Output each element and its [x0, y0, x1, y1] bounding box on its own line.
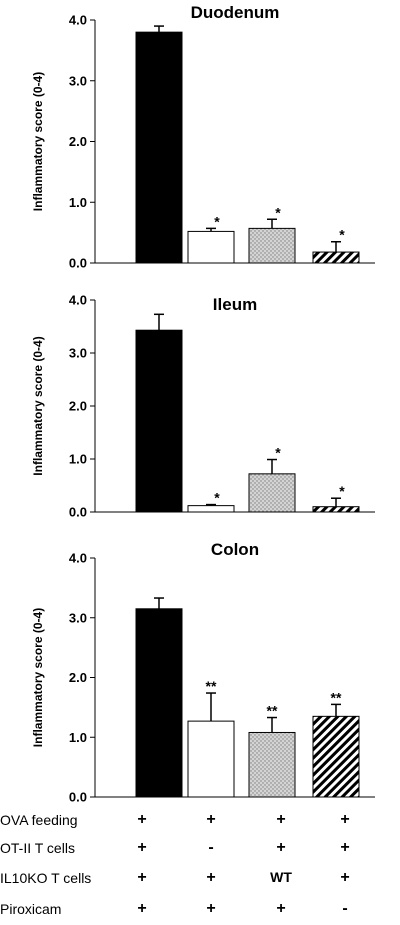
y-tick-label: 3.0	[69, 610, 87, 625]
condition-value: +	[276, 839, 286, 856]
bar	[312, 506, 360, 513]
y-tick-label: 0.0	[69, 790, 87, 805]
significance-marker: *	[339, 227, 345, 243]
significance-marker: **	[267, 703, 278, 719]
condition-value: +	[137, 839, 147, 856]
y-tick-label: 3.0	[69, 346, 87, 361]
condition-value: +	[340, 839, 350, 856]
condition-value: WT	[270, 869, 292, 885]
condition-value: +	[137, 869, 147, 886]
y-tick-label: 2.0	[69, 399, 87, 414]
y-tick-label: 1.0	[69, 452, 87, 467]
y-tick-label: 2.0	[69, 670, 87, 685]
y-axis-label: Inflammatory score (0-4)	[31, 72, 45, 211]
bar	[248, 227, 296, 264]
condition-label: IL10KO T cells	[0, 870, 92, 886]
chart-panel-duodenum: Duodenum Inflammatory score (0-4) 0.0 1.0 2.…	[31, 3, 375, 271]
y-tick-label: 3.0	[69, 73, 87, 88]
y-axis-label: Inflammatory score (0-4)	[31, 608, 45, 747]
condition-value: +	[137, 811, 147, 828]
condition-label: OT-II T cells	[0, 840, 75, 856]
significance-marker: *	[275, 204, 281, 220]
significance-marker: **	[331, 689, 342, 705]
condition-label: OVA feeding	[0, 812, 78, 828]
bar	[248, 731, 296, 798]
condition-value: +	[206, 900, 216, 917]
condition-label: Piroxicam	[0, 901, 62, 917]
y-tick-label: 0.0	[69, 505, 87, 520]
chart-title: Duodenum	[191, 3, 280, 22]
bar	[312, 251, 360, 264]
bar	[312, 715, 360, 798]
y-tick-label: 4.0	[69, 293, 87, 308]
bar	[135, 329, 183, 513]
condition-value: -	[208, 839, 214, 856]
condition-value: +	[340, 869, 350, 886]
condition-value: +	[137, 900, 147, 917]
condition-value: +	[206, 811, 216, 828]
y-tick-label: 1.0	[69, 730, 87, 745]
bar	[187, 505, 235, 513]
bar	[135, 608, 183, 798]
significance-marker: *	[339, 483, 345, 499]
chart-panel-colon: Colon Inflammatory score (0-4) 0.0 1.0 2.0 3.…	[31, 540, 375, 805]
bar	[187, 230, 235, 264]
significance-marker: **	[206, 678, 217, 694]
y-tick-label: 0.0	[69, 256, 87, 271]
bar	[248, 473, 296, 513]
significance-marker: *	[275, 445, 281, 461]
condition-value: +	[340, 811, 350, 828]
chart-panel-ileum: Ileum Inflammatory score (0-4) 0.0 1.0 2.0 3.…	[31, 293, 375, 520]
y-tick-label: 1.0	[69, 195, 87, 210]
condition-value: +	[276, 900, 286, 917]
condition-value: +	[206, 869, 216, 886]
chart-title: Ileum	[213, 295, 257, 314]
condition-value: +	[276, 811, 286, 828]
bar	[187, 720, 235, 798]
bar	[135, 31, 183, 264]
condition-value: -	[342, 900, 348, 917]
y-tick-label: 4.0	[69, 551, 87, 566]
y-axis-label: Inflammatory score (0-4)	[31, 336, 45, 475]
chart-title: Colon	[211, 540, 259, 559]
significance-marker: *	[214, 490, 220, 506]
y-tick-label: 4.0	[69, 13, 87, 28]
significance-marker: *	[214, 213, 220, 229]
y-tick-label: 2.0	[69, 134, 87, 149]
